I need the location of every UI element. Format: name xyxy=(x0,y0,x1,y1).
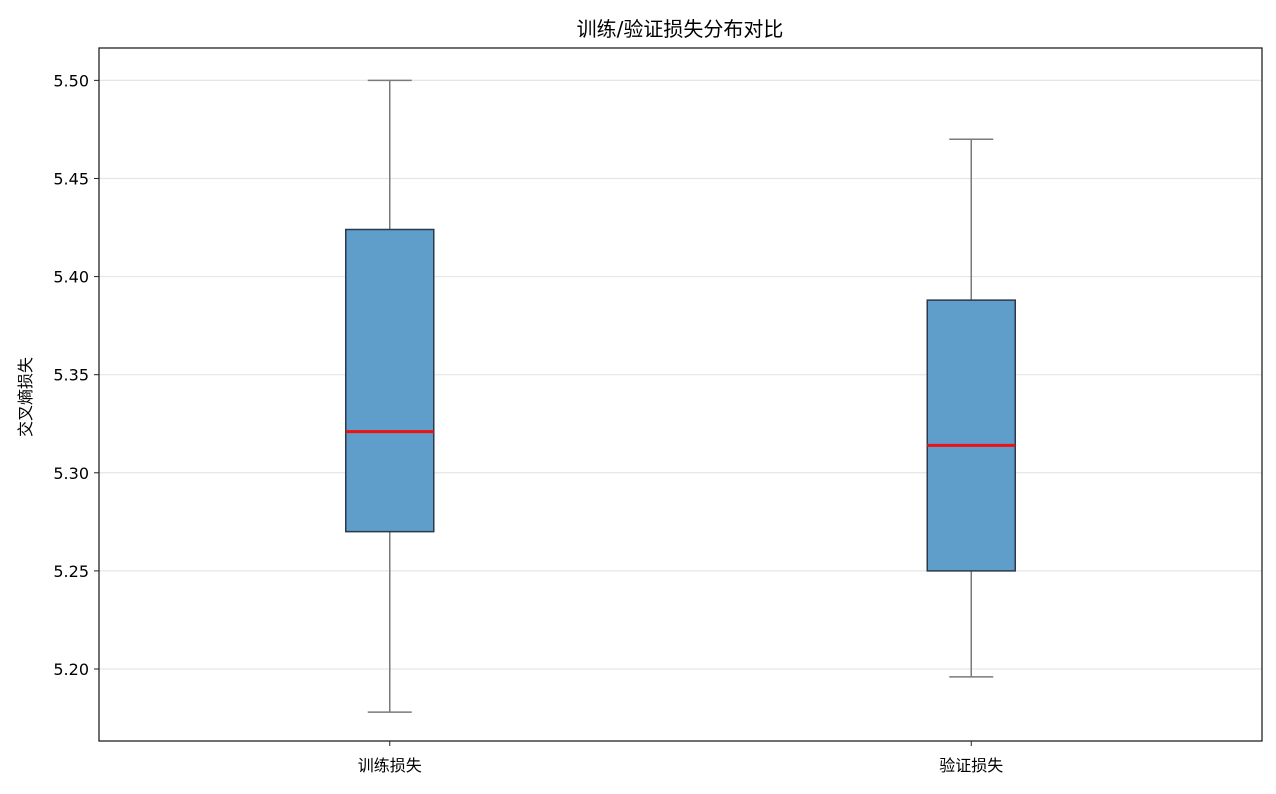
plot-area-frame xyxy=(98,47,1263,742)
y-tick-label: 5.50 xyxy=(53,71,89,90)
y-axis: 5.20 5.25 5.30 5.35 5.40 5.45 5.50 xyxy=(53,71,99,679)
y-tick-label: 5.35 xyxy=(53,366,89,385)
y-axis-label: 交叉熵损失 xyxy=(16,357,35,437)
iqr-box xyxy=(926,299,1016,572)
box-group xyxy=(345,79,435,713)
chart-title: 训练/验证损失分布对比 xyxy=(577,17,784,41)
y-tick-label: 5.20 xyxy=(53,660,89,679)
x-tick-label: 验证损失 xyxy=(939,756,1003,775)
y-tick-label: 5.25 xyxy=(53,562,89,581)
grid-layer xyxy=(99,79,1262,670)
y-tick-label: 5.30 xyxy=(53,464,89,483)
box-layer xyxy=(345,79,1016,713)
box-group xyxy=(926,138,1016,678)
y-tick-label: 5.45 xyxy=(53,169,89,188)
x-axis: 训练损失 验证损失 xyxy=(358,741,1003,775)
iqr-box xyxy=(345,228,435,533)
y-tick-label: 5.40 xyxy=(53,268,89,287)
x-tick-label: 训练损失 xyxy=(358,756,422,775)
